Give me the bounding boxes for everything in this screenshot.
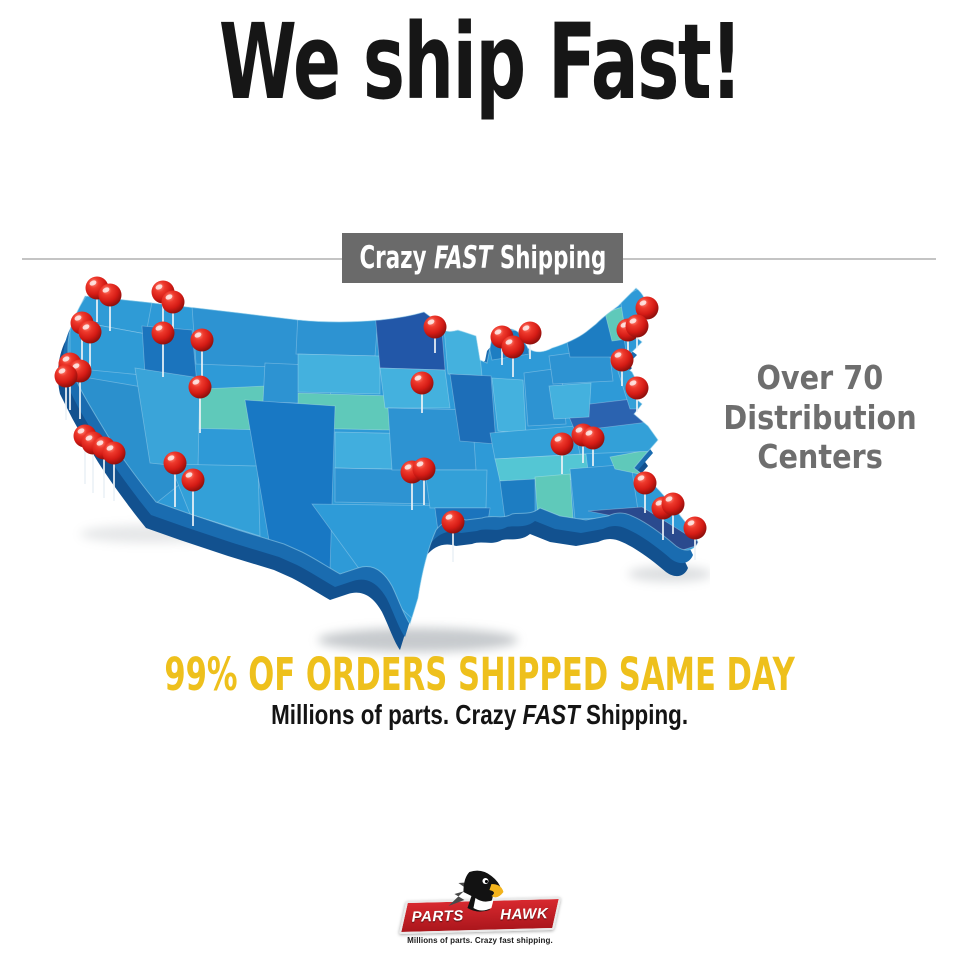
ribbon-pre: Crazy [359,240,434,276]
shipping-ribbon-text: Crazy FAST Shipping [359,240,606,276]
map-pins [54,276,707,562]
subheadline-emph: FAST [522,699,581,730]
hawk-icon [448,870,504,912]
map-pin [501,335,525,377]
map-pin [181,468,205,526]
map-pin [518,321,542,359]
map-pin [633,471,657,513]
headline: 99% OF ORDERS SHIPPED SAME DAY [0,648,960,701]
subheadline-post: Shipping. [580,699,689,730]
ribbon-emph: FAST [433,240,493,276]
page-title: We ship Fast! [0,1,960,123]
note-line-1: Over 70 [756,358,884,397]
note-line-3: Centers [757,437,883,477]
map-pin [410,371,434,413]
map-pin [163,451,187,507]
map-pin [683,516,707,560]
ribbon-post: Shipping [492,240,606,276]
map-pin [661,492,685,534]
map-pin [441,510,465,562]
shipping-ribbon: Crazy FAST Shipping [342,233,623,283]
map-pin [550,432,574,474]
usa-map [30,268,712,660]
map-pin [610,348,634,386]
subheadline-text: Millions of parts. Crazy FAST Shipping. [272,699,689,731]
map-pin [54,364,78,420]
map-pin [102,441,126,501]
headline-text: 99% OF ORDERS SHIPPED SAME DAY [164,648,796,701]
page-title-text: We ship Fast! [218,1,743,123]
map-pin [625,314,649,348]
map-pin [188,375,212,433]
subheadline: Millions of parts. Crazy FAST Shipping. [0,699,960,731]
map-pin [625,376,649,412]
partshawk-logo: PARTS HAWK Millions of parts. Crazy fast… [395,870,565,945]
map-pin [581,426,605,466]
note-line-2: Distribution [723,397,917,437]
logo-tagline: Millions of parts. Crazy fast shipping. [407,936,553,945]
distribution-note: Over 70 Distribution Centers [708,358,932,477]
map-pin [412,457,436,505]
usa-map-svg [54,276,712,652]
map-pin [151,321,175,377]
map-pin [423,315,447,353]
map-pin [98,283,122,331]
subheadline-pre: Millions of parts. Crazy [271,699,523,730]
